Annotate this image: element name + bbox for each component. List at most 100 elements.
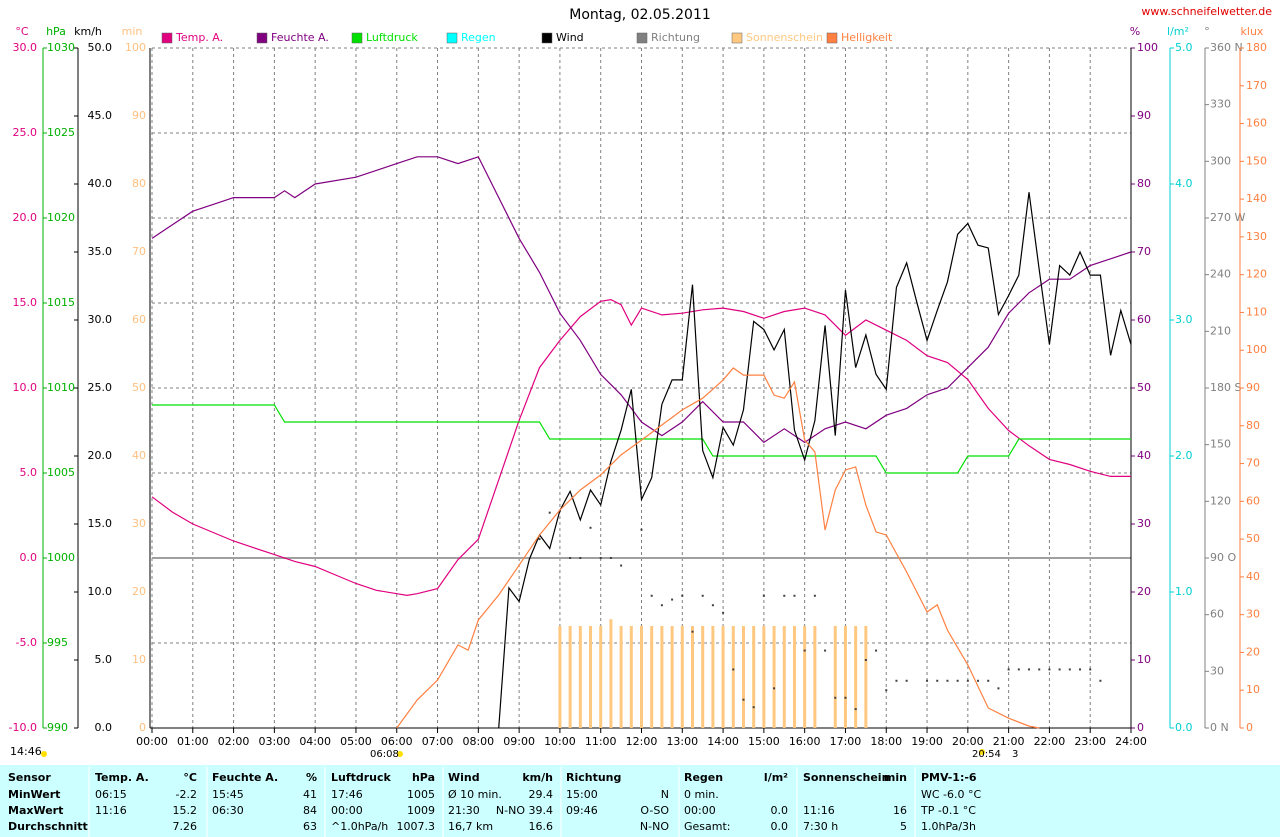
y-tick-label: 110 [1246,305,1267,318]
bar [864,626,868,728]
series-line [152,404,1131,474]
x-tick-label: 22:00 [1034,735,1066,748]
y-tick-label: 0.0 [20,551,38,564]
y-tick-label: 1020 [47,211,75,224]
series-line [396,367,1040,729]
series-line [151,156,1132,444]
y-tick-label: 35.0 [88,245,113,258]
point [1048,668,1051,671]
table-cell: 7:30 h [803,820,838,833]
point [752,706,755,709]
point [579,557,582,559]
table-cell: Regen [684,771,723,784]
y-tick-label: 995 [47,636,68,649]
table-cell: 16,7 km [448,820,493,833]
stats-table [0,765,1280,837]
legend-label: Regen [461,31,496,44]
point [783,594,786,597]
legend-label: Richtung [651,31,700,44]
y-tick-label: 1.0 [1175,585,1193,598]
x-tick-label: 13:00 [666,735,698,748]
y-tick-label: 100 [1137,41,1158,54]
y-tick-label: 15.0 [88,517,113,530]
bar [854,626,858,728]
y-tick-label: 2.0 [1175,449,1193,462]
bar [640,626,643,728]
table-cell: 15.2 [173,804,198,817]
point [538,538,541,541]
point [1079,668,1082,671]
x-tick-label: 10:00 [544,735,576,748]
table-cell: Temp. A. [95,771,149,784]
point [1089,668,1092,671]
y-tick-label: 40 [1246,570,1260,583]
point [926,679,929,682]
x-tick-label: 06:00 [381,735,413,748]
moon-label: 3 [1012,749,1018,760]
table-cell: 29.4 [529,788,554,801]
legend-swatch [731,32,743,44]
y-tick-label: 50 [1246,532,1260,545]
point [1017,668,1020,671]
bar [772,626,776,728]
y-tick-label: 0 [139,721,146,734]
y-tick-label: 30.0 [88,313,113,326]
table-cell: 1.0hPa/3h [921,820,976,833]
point [803,649,806,652]
table-cell: O-SO [640,804,669,817]
table-cell: 0 min. [684,788,719,801]
table-cell: Luftdruck [331,771,392,784]
x-tick-label: 00:00 [136,735,168,748]
y-tick-label: 20.0 [88,449,113,462]
point [905,679,908,682]
table-cell: 7.26 [173,820,198,833]
axis-title: ° [1204,25,1210,38]
point [895,679,898,682]
y-tick-label: 0 [1137,721,1144,734]
point [1038,668,1041,671]
x-tick-label: 19:00 [911,735,943,748]
table-cell: 21:30 [448,804,480,817]
point [987,679,990,682]
table-cell: 1009 [407,804,435,817]
point [977,679,980,682]
table-cell: Wind [448,771,480,784]
x-tick-label: 18:00 [870,735,902,748]
y-tick-label: 90 [1137,109,1151,122]
table-cell: 09:46 [566,804,598,817]
point [599,557,602,559]
y-tick-label: 5.0 [95,653,113,666]
x-tick-label: 14:00 [707,735,739,748]
sunset-label: 20:54 [972,749,1001,760]
x-tick-label: 09:00 [503,735,535,748]
y-tick-label: 300 [1210,154,1231,167]
table-row-label: Sensor [8,771,51,784]
table-cell: Ø 10 min. [448,788,502,801]
point [997,687,1000,690]
table-cell: km/h [522,771,553,784]
point [732,668,735,671]
y-tick-label: 990 [47,721,68,734]
legend-label: Temp. A. [175,31,223,44]
point [936,679,939,682]
table-cell: 16 [893,804,907,817]
table-cell: Feuchte A. [212,771,278,784]
series-line [151,298,1131,597]
y-tick-label: 130 [1246,230,1267,243]
bar [792,626,796,728]
legend-swatch [256,32,268,44]
point [620,564,623,567]
legend-swatch [446,32,458,44]
table-cell: 0.0 [771,820,789,833]
table-cell: WC -6.0 °C [921,788,982,801]
y-tick-label: 40.0 [88,177,113,190]
bar [578,626,582,728]
source: www.schneifelwetter.de [1141,5,1272,18]
point [1007,668,1010,671]
point [722,611,725,614]
bar [568,626,572,728]
point [660,604,663,607]
table-cell: l/m² [764,771,788,784]
y-tick-label: 3.0 [1175,313,1193,326]
bar [589,626,593,728]
